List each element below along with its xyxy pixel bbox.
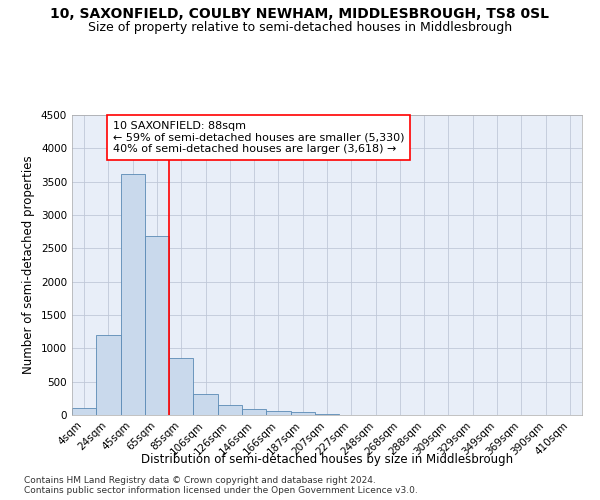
Text: Size of property relative to semi-detached houses in Middlesbrough: Size of property relative to semi-detach… xyxy=(88,21,512,34)
Text: 10 SAXONFIELD: 88sqm
← 59% of semi-detached houses are smaller (5,330)
40% of se: 10 SAXONFIELD: 88sqm ← 59% of semi-detac… xyxy=(113,121,404,154)
Bar xyxy=(266,411,290,415)
Bar xyxy=(242,410,266,415)
Bar xyxy=(145,236,169,415)
Bar xyxy=(193,394,218,415)
Bar xyxy=(96,335,121,415)
Bar xyxy=(121,174,145,415)
Text: Distribution of semi-detached houses by size in Middlesbrough: Distribution of semi-detached houses by … xyxy=(141,452,513,466)
Y-axis label: Number of semi-detached properties: Number of semi-detached properties xyxy=(22,156,35,374)
Bar xyxy=(315,414,339,415)
Text: 10, SAXONFIELD, COULBY NEWHAM, MIDDLESBROUGH, TS8 0SL: 10, SAXONFIELD, COULBY NEWHAM, MIDDLESBR… xyxy=(50,8,550,22)
Text: Contains HM Land Registry data © Crown copyright and database right 2024.
Contai: Contains HM Land Registry data © Crown c… xyxy=(24,476,418,495)
Bar xyxy=(72,408,96,415)
Bar xyxy=(290,412,315,415)
Bar xyxy=(218,404,242,415)
Bar xyxy=(169,358,193,415)
